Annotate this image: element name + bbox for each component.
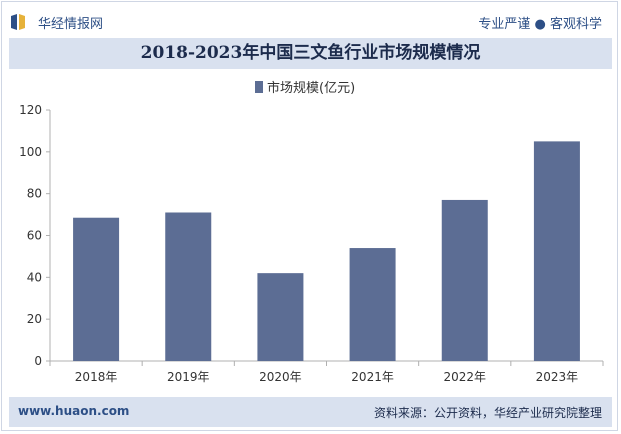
slogan: 专业严谨 ● 客观科学 — [478, 17, 602, 32]
y-tick-label: 0 — [34, 354, 42, 368]
bar — [257, 273, 304, 361]
huajing-logo-icon — [11, 14, 25, 30]
footer: www.huaon.com 资料来源：公开资料，华经产业研究院整理 — [9, 397, 612, 427]
y-tick-label: 120 — [19, 103, 42, 117]
x-tick-label: 2018年 — [75, 370, 118, 384]
logo-text: 华经情报网 — [38, 17, 104, 32]
y-tick-label: 80 — [27, 187, 42, 201]
footer-source: 资料来源：公开资料，华经产业研究院整理 — [373, 406, 602, 420]
x-tick-label: 2021年 — [351, 370, 394, 384]
legend-label: 市场规模(亿元) — [267, 80, 355, 96]
bar — [533, 141, 580, 361]
y-tick-label: 40 — [27, 270, 42, 284]
bar — [441, 199, 488, 361]
x-tick-label: 2019年 — [167, 370, 210, 384]
bar — [165, 212, 212, 361]
legend-swatch — [255, 81, 263, 93]
x-tick-label: 2023年 — [536, 370, 579, 384]
x-tick-label: 2020年 — [259, 370, 302, 384]
x-tick-label: 2022年 — [443, 370, 486, 384]
footer-site-link[interactable]: www.huaon.com — [18, 404, 130, 418]
bar — [73, 217, 120, 361]
bar — [349, 248, 396, 361]
y-tick-label: 20 — [27, 312, 42, 326]
y-tick-label: 60 — [27, 229, 42, 243]
chart-title: 2018-2023年中国三文鱼行业市场规模情况 — [9, 38, 612, 69]
top-bar: 华经情报网 专业严谨 ● 客观科学 — [10, 10, 610, 36]
y-tick-label: 100 — [19, 145, 42, 159]
